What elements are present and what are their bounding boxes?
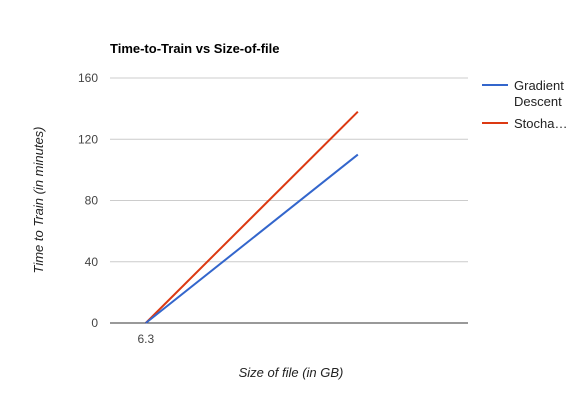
y-tick-label: 0: [91, 316, 98, 330]
y-tick-label: 80: [85, 194, 99, 208]
y-axis-label: Time to Train (in minutes): [31, 126, 46, 273]
legend-label: Stocha…: [514, 116, 567, 131]
x-axis-label: Size of file (in GB): [239, 365, 344, 380]
series-lines: [145, 110, 359, 324]
y-tick-label: 120: [78, 132, 98, 146]
grid: [110, 77, 468, 324]
legend-item-stochastic[interactable]: Stocha…: [482, 116, 567, 131]
y-tick-label: 160: [78, 71, 98, 85]
x-tick-labels: 6.3: [137, 332, 154, 346]
chart-title: Time-to-Train vs Size-of-file: [110, 41, 280, 56]
y-tick-label: 40: [85, 255, 99, 269]
x-tick-label: 6.3: [137, 332, 154, 346]
series-line-stochastic: [145, 110, 359, 324]
legend-label: Descent: [514, 94, 562, 109]
series-line-gradient-descent: [145, 153, 359, 324]
legend-label: Gradient: [514, 78, 564, 93]
y-tick-labels: 0 40 80 120 160: [78, 71, 98, 330]
